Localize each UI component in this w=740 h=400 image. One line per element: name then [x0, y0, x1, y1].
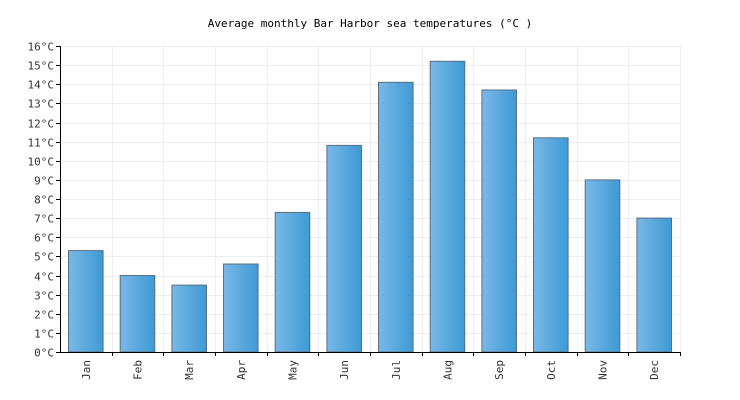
y-tick-label: 9°C [34, 175, 54, 188]
bar-apr [223, 263, 259, 353]
x-tick-labels: Jan Feb Mar Apr May Jun Jul Aug Sep Oct Nov Dec [80, 360, 661, 380]
bars [68, 60, 673, 353]
y-tick-label: 2°C [34, 309, 54, 322]
y-tick-label: 8°C [34, 194, 54, 207]
bar-jun [326, 144, 362, 353]
chart-title: Average monthly Bar Harbor sea temperatu… [208, 17, 533, 30]
x-tick-label: Aug [442, 360, 455, 380]
y-tick-label: 7°C [34, 213, 54, 226]
x-tick-label: Mar [183, 360, 196, 380]
y-tick-label: 14°C [28, 79, 55, 92]
x-tick-label: Apr [235, 360, 248, 380]
y-tick-label: 1°C [34, 328, 54, 341]
bar-jul [378, 81, 414, 353]
y-tick-label: 3°C [34, 290, 54, 303]
y-tick-label: 13°C [28, 98, 55, 111]
bar-nov [584, 179, 621, 353]
bar-jan [68, 250, 104, 353]
y-tick-label: 10°C [28, 156, 55, 169]
x-tick-label: Oct [545, 360, 558, 380]
x-tick-label: Dec [648, 360, 661, 380]
y-tick-label: 5°C [34, 251, 54, 264]
y-tick-label: 6°C [34, 232, 54, 245]
grid [60, 46, 681, 352]
y-tick-label: 15°C [28, 60, 55, 73]
x-tick-label: Sep [493, 360, 506, 380]
x-tick-label: Nov [597, 360, 610, 380]
x-tick-label: Jan [80, 360, 93, 380]
y-tick-label: 11°C [28, 137, 55, 150]
x-tick-label: Jul [390, 360, 403, 380]
y-tick-label: 16°C [28, 41, 55, 54]
y-tick-label: 0°C [34, 347, 54, 360]
bar-aug [429, 60, 466, 353]
y-tick-label: 4°C [34, 271, 54, 284]
y-tick-label: 12°C [28, 118, 55, 131]
bar-may [274, 211, 311, 353]
axes [56, 46, 681, 356]
bar-mar [171, 284, 207, 353]
x-tick-label: May [287, 360, 300, 380]
x-tick-label: Jun [338, 360, 351, 380]
bar-feb [119, 275, 156, 353]
bar-dec [636, 217, 673, 353]
y-tick-labels: 0°C 1°C 2°C 3°C 4°C 5°C 6°C 7°C 8°C 9°C 10°C 11°C 12… [28, 41, 55, 360]
bar-oct [533, 137, 569, 353]
bar-sep [481, 89, 517, 353]
x-tick-label: Feb [132, 360, 145, 380]
